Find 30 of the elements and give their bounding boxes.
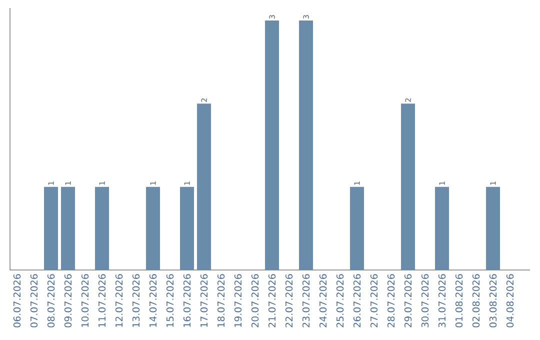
x-tick-label: 06.07.2026 — [13, 274, 21, 328]
x-tick-label: 28.07.2026 — [387, 274, 395, 328]
x-tick-label: 22.07.2026 — [285, 274, 293, 328]
x-tick-label: 09.07.2026 — [64, 274, 72, 328]
x-tick-label: 07.07.2026 — [30, 274, 38, 328]
x-tick-label: 14.07.2026 — [149, 274, 157, 327]
x-tick-label: 01.08.2026 — [455, 274, 463, 328]
x-tick-label: 17.07.2026 — [200, 274, 208, 327]
x-tick-label: 03.08.2026 — [489, 274, 497, 328]
x-tick-label: 18.07.2026 — [217, 274, 225, 327]
x-tick-label: 31.07.2026 — [438, 274, 446, 328]
x-tick-label: 12.07.2026 — [115, 274, 123, 327]
x-tick-label: 27.07.2026 — [370, 274, 378, 328]
x-tick-label: 11.07.2026 — [98, 274, 106, 327]
x-tick-label: 15.07.2026 — [166, 274, 174, 327]
x-tick-label: 08.07.2026 — [47, 274, 55, 328]
x-tick-label: 25.07.2026 — [336, 274, 344, 328]
x-tick-label: 19.07.2026 — [234, 274, 242, 327]
x-tick-label: 10.07.2026 — [81, 274, 89, 327]
x-tick-label: 24.07.2026 — [319, 274, 327, 328]
x-tick-label: 04.08.2026 — [506, 274, 514, 328]
x-tick-label: 21.07.2026 — [268, 274, 276, 328]
x-tick-label: 26.07.2026 — [353, 274, 361, 328]
x-tick-label: 16.07.2026 — [183, 274, 191, 327]
x-tick-label: 29.07.2026 — [404, 274, 412, 328]
x-tick-label: 30.07.2026 — [421, 274, 429, 328]
x-tick-label: 23.07.2026 — [302, 274, 310, 328]
x-tick-label: 02.08.2026 — [472, 274, 480, 328]
x-tick-label: 20.07.2026 — [251, 274, 259, 328]
x-tick-label: 13.07.2026 — [132, 274, 140, 327]
